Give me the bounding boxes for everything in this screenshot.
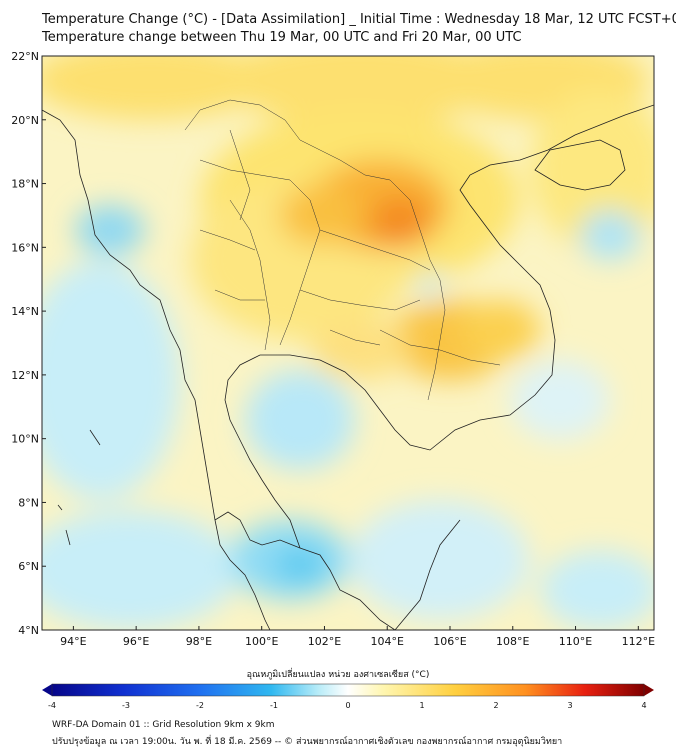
lat-label: 6°N bbox=[18, 560, 39, 573]
colorbar-ticks: -4 -3 -2 -1 0 1 2 3 4 bbox=[48, 701, 647, 710]
lat-label: 20°N bbox=[11, 114, 39, 127]
colorbar-min-arrow bbox=[42, 684, 52, 696]
colorbar-label: อุณหภูมิเปลี่ยนแปลง หน่วย องศาเซลเซียส (… bbox=[246, 670, 430, 680]
lat-label: 4°N bbox=[18, 624, 39, 637]
chart-subtitle: Temperature change between Thu 19 Mar, 0… bbox=[42, 30, 522, 45]
colorbar-tick-label: -3 bbox=[122, 701, 130, 710]
latitude-ticks: 22°N 20°N 18°N 16°N 14°N 12°N 10°N 8°N 6°N 4°N bbox=[11, 50, 46, 637]
colorbar-tick-label: 3 bbox=[567, 701, 572, 710]
lat-label: 12°N bbox=[11, 369, 39, 382]
lon-label: 102°E bbox=[308, 635, 341, 648]
colorbar-tick-label: -4 bbox=[48, 701, 56, 710]
lon-label: 104°E bbox=[371, 635, 404, 648]
map-frame bbox=[41, 55, 655, 631]
lon-label: 110°E bbox=[559, 635, 592, 648]
lon-label: 112°E bbox=[622, 635, 655, 648]
lon-label: 98°E bbox=[186, 635, 212, 648]
lon-label: 94°E bbox=[60, 635, 86, 648]
lon-label: 108°E bbox=[496, 635, 529, 648]
lon-label: 100°E bbox=[245, 635, 278, 648]
admin-borders bbox=[184, 99, 501, 401]
chart-title: Temperature Change (°C) - [Data Assimila… bbox=[42, 12, 676, 27]
lat-label: 22°N bbox=[11, 50, 39, 63]
lon-label: 96°E bbox=[123, 635, 149, 648]
colorbar-tick-label: -2 bbox=[196, 701, 204, 710]
colorbar-tick-label: 2 bbox=[493, 701, 498, 710]
temperature-field bbox=[42, 56, 654, 630]
lat-label: 14°N bbox=[11, 305, 39, 318]
colorbar-tick-label: -1 bbox=[270, 701, 278, 710]
colorbar-tick-label: 4 bbox=[641, 701, 646, 710]
colorbar-max-arrow bbox=[644, 684, 654, 696]
lat-label: 8°N bbox=[18, 496, 39, 509]
longitude-ticks: 94°E 96°E 98°E 100°E 102°E 104°E 106°E 108°E 110… bbox=[60, 626, 655, 648]
colorbar-tick-label: 0 bbox=[345, 701, 350, 710]
lat-label: 16°N bbox=[11, 241, 39, 254]
coastlines bbox=[42, 104, 654, 630]
footer-domain-info: WRF-DA Domain 01 :: Grid Resolution 9km … bbox=[52, 720, 275, 730]
colorbar-tick-label: 1 bbox=[419, 701, 424, 710]
lat-label: 10°N bbox=[11, 433, 39, 446]
lon-label: 106°E bbox=[433, 635, 466, 648]
colorbar bbox=[51, 683, 645, 697]
lat-label: 18°N bbox=[11, 178, 39, 191]
footer-credit: ปรับปรุงข้อมูล ณ เวลา 19:00น. วัน พ. ที่… bbox=[52, 737, 563, 747]
